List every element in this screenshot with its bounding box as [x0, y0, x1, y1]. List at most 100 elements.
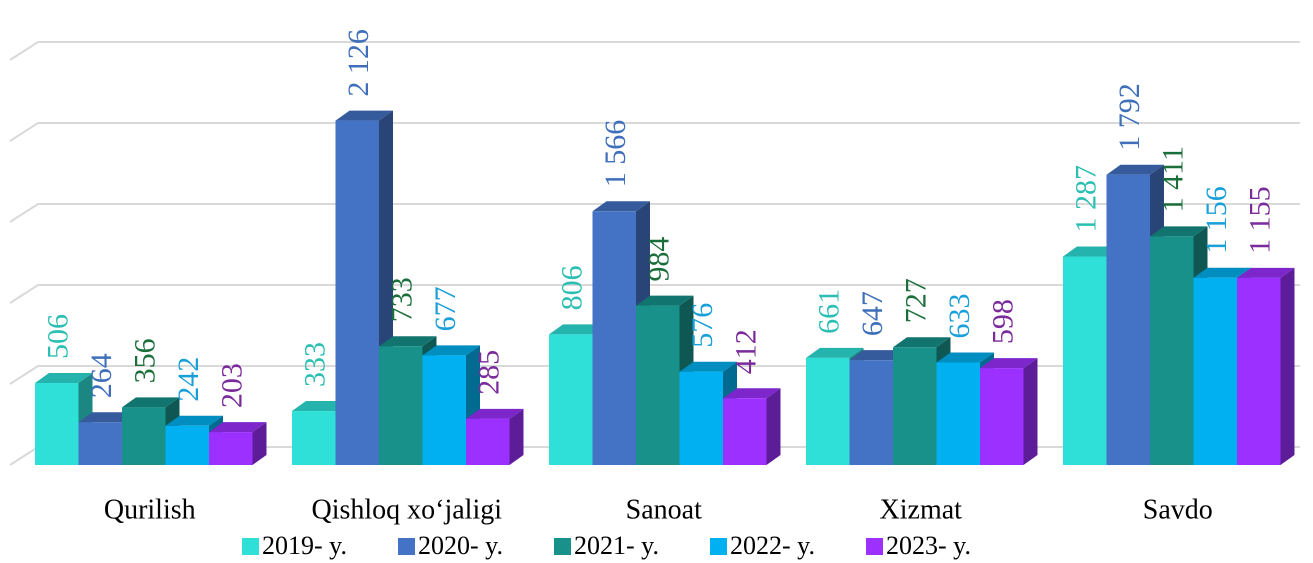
bar-top	[209, 422, 267, 433]
bar-front	[679, 371, 723, 465]
data-label: 412	[730, 329, 763, 374]
data-label: 242	[172, 357, 205, 402]
grid-line	[9, 284, 1300, 304]
data-label: 1 411	[1157, 146, 1190, 212]
bar-front	[592, 211, 636, 465]
bar-front	[335, 120, 379, 465]
bar-side	[1280, 267, 1295, 465]
legend-swatch	[710, 538, 727, 555]
x-tick-label: Qishloq xo‘jaligi	[311, 494, 502, 525]
bar	[592, 201, 650, 466]
bar-front	[636, 305, 680, 465]
x-tick-label: Xizmat	[880, 494, 963, 525]
bar-front	[893, 347, 937, 465]
data-label: 598	[987, 299, 1020, 344]
bar-top	[592, 201, 650, 212]
bar-top	[849, 350, 907, 361]
bar	[723, 388, 781, 465]
bar-top	[466, 408, 524, 419]
data-label: 1 155	[1244, 186, 1277, 254]
bar-top	[1237, 267, 1295, 278]
data-label: 984	[643, 237, 676, 282]
bar	[636, 295, 694, 465]
bar-side	[252, 422, 267, 465]
bar-front	[549, 334, 593, 465]
bar-top	[335, 110, 393, 121]
bar	[422, 345, 480, 465]
bar-front	[209, 432, 253, 465]
data-label: 1 156	[1200, 186, 1233, 254]
bar-front	[35, 383, 79, 465]
bar-front	[292, 411, 336, 465]
bar-top	[122, 397, 180, 408]
bar-front	[422, 355, 466, 465]
bar	[335, 110, 393, 465]
data-label: 661	[813, 289, 846, 334]
legend-label: 2023- y.	[886, 531, 971, 560]
data-label: 2 126	[342, 29, 375, 97]
bar-top	[35, 373, 93, 384]
bar	[980, 358, 1038, 465]
bar-front	[806, 357, 850, 465]
data-label: 727	[900, 278, 933, 323]
data-label: 203	[216, 363, 249, 408]
data-label: 1 287	[1070, 165, 1103, 233]
legend-label: 2022- y.	[730, 531, 815, 560]
data-label: 1 566	[599, 120, 632, 188]
data-label: 677	[429, 286, 462, 331]
bar-front	[1237, 277, 1281, 465]
data-label: 633	[943, 293, 976, 338]
bar-front	[466, 418, 510, 465]
data-label: 264	[85, 353, 118, 398]
x-tick-label: Savdo	[1143, 494, 1213, 525]
bar-front	[122, 407, 166, 465]
grid-line	[9, 203, 1300, 223]
bar-top	[636, 295, 694, 306]
data-label: 333	[299, 342, 332, 387]
legend-swatch	[242, 538, 259, 555]
bar-top	[379, 336, 437, 347]
bar-top	[893, 337, 951, 348]
data-label: 806	[556, 265, 589, 310]
bar-top	[1106, 164, 1164, 175]
data-label: 647	[856, 291, 889, 336]
legend-swatch	[398, 538, 415, 555]
data-label: 576	[686, 303, 719, 348]
bar-front	[980, 368, 1024, 465]
bar-front	[1106, 174, 1150, 466]
bar	[466, 408, 524, 465]
x-tick-label: Sanoat	[626, 494, 702, 525]
bar-top	[292, 401, 350, 412]
bar-front	[936, 362, 980, 465]
data-label: 733	[386, 277, 419, 322]
bar	[1237, 267, 1295, 465]
bar-top	[679, 361, 737, 372]
data-label: 506	[42, 314, 75, 359]
bar-front	[78, 422, 122, 465]
bar-top	[806, 347, 864, 358]
bar-side	[1023, 358, 1038, 465]
grid-line	[9, 122, 1300, 142]
bar	[209, 422, 267, 465]
bar-top	[1063, 246, 1121, 257]
data-label: 285	[473, 350, 506, 395]
bar-top	[980, 358, 1038, 369]
data-label: 1 792	[1113, 83, 1146, 151]
bar-top	[549, 324, 607, 335]
bar-side	[509, 408, 524, 465]
legend-label: 2019- y.	[262, 531, 347, 560]
data-label: 356	[129, 338, 162, 383]
bar-top	[1150, 226, 1208, 237]
legend-swatch	[866, 538, 883, 555]
bar-side	[766, 388, 781, 465]
bar-front	[1193, 277, 1237, 465]
bar-front	[165, 425, 209, 465]
bar-top	[1193, 267, 1251, 278]
bar-top	[165, 415, 223, 426]
bar-top	[936, 352, 994, 363]
bar-front	[1150, 236, 1194, 465]
legend-label: 2021- y.	[574, 531, 659, 560]
grid-line	[9, 41, 1300, 61]
bar-front	[849, 360, 893, 465]
bar-top	[723, 388, 781, 399]
